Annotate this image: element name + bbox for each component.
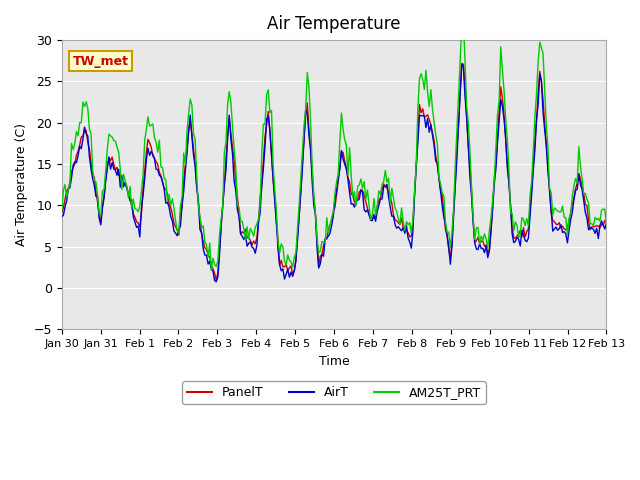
Text: TW_met: TW_met xyxy=(73,55,129,68)
Y-axis label: Air Temperature (C): Air Temperature (C) xyxy=(15,123,28,246)
X-axis label: Time: Time xyxy=(319,355,349,368)
Title: Air Temperature: Air Temperature xyxy=(268,15,401,33)
Legend: PanelT, AirT, AM25T_PRT: PanelT, AirT, AM25T_PRT xyxy=(182,381,486,404)
